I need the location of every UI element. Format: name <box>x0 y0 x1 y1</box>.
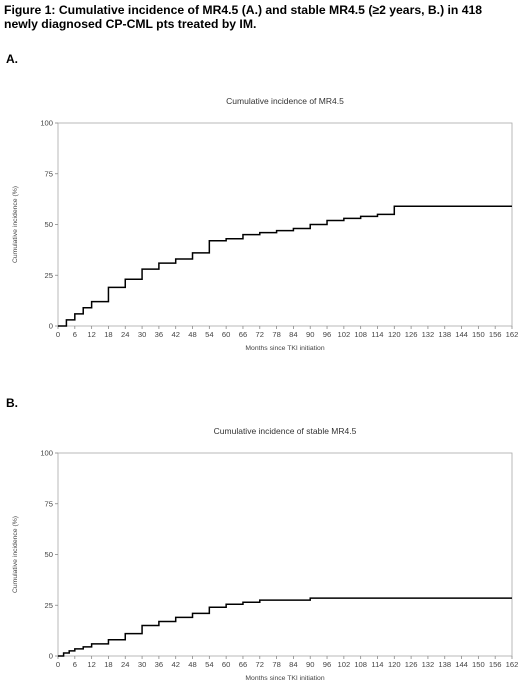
x-tick-label: 12 <box>87 330 95 339</box>
x-tick-label: 144 <box>455 330 468 339</box>
x-tick-label: 6 <box>73 330 77 339</box>
x-tick-label: 84 <box>289 330 297 339</box>
x-tick-label: 120 <box>388 660 401 669</box>
figure-title: Figure 1: Cumulative incidence of MR4.5 … <box>4 3 483 31</box>
y-tick-label: 0 <box>49 322 53 331</box>
x-tick-label: 138 <box>438 330 451 339</box>
x-tick-label: 162 <box>506 660 519 669</box>
x-tick-label: 108 <box>354 330 367 339</box>
x-tick-label: 18 <box>104 330 112 339</box>
x-tick-label: 72 <box>256 660 264 669</box>
x-tick-label: 54 <box>205 660 213 669</box>
x-tick-label: 162 <box>506 330 519 339</box>
x-tick-label: 120 <box>388 330 401 339</box>
x-tick-label: 18 <box>104 660 112 669</box>
x-tick-label: 60 <box>222 660 230 669</box>
chart-title: Cumulative incidence of stable MR4.5 <box>214 426 357 436</box>
x-tick-label: 156 <box>489 660 502 669</box>
x-tick-label: 90 <box>306 660 314 669</box>
y-tick-label: 25 <box>45 601 53 610</box>
x-tick-label: 144 <box>455 660 468 669</box>
x-tick-label: 84 <box>289 660 297 669</box>
x-tick-label: 96 <box>323 330 331 339</box>
y-axis-label: Cumulative incidence (%) <box>12 186 19 263</box>
x-tick-label: 96 <box>323 660 331 669</box>
chart-title: Cumulative incidence of MR4.5 <box>226 96 344 106</box>
x-tick-label: 132 <box>422 330 435 339</box>
x-tick-label: 114 <box>371 330 383 339</box>
plot-frame <box>57 452 513 657</box>
incidence-step-line <box>58 597 512 657</box>
x-tick-label: 24 <box>121 330 129 339</box>
x-tick-label: 30 <box>138 330 146 339</box>
chart-a: Cumulative incidence of MR4.5 0 25 50 75 100 0… <box>12 96 519 352</box>
x-tick-label: 138 <box>438 660 451 669</box>
x-tick-label: 12 <box>87 660 95 669</box>
x-tick-label: 48 <box>188 330 196 339</box>
y-tick-label: 0 <box>49 652 53 661</box>
x-tick-label: 48 <box>188 660 196 669</box>
y-tick-label: 75 <box>45 169 53 178</box>
x-tick-label: 66 <box>239 330 247 339</box>
y-tick-label: 75 <box>45 499 53 508</box>
x-tick-label: 114 <box>371 660 383 669</box>
x-tick-label: 42 <box>171 660 179 669</box>
x-tick-label: 6 <box>73 660 77 669</box>
x-tick-label: 126 <box>405 330 418 339</box>
x-tick-label: 156 <box>489 330 502 339</box>
x-tick-label: 36 <box>155 330 163 339</box>
y-tick-label: 50 <box>45 220 53 229</box>
x-tick-label: 42 <box>171 330 179 339</box>
x-tick-label: 132 <box>422 660 435 669</box>
x-tick-label: 78 <box>272 660 280 669</box>
x-tick-label: 30 <box>138 660 146 669</box>
x-tick-label: 90 <box>306 330 314 339</box>
panel-b-label: B. <box>6 396 18 410</box>
x-tick-label: 102 <box>338 330 351 339</box>
x-tick-label: 66 <box>239 660 247 669</box>
x-tick-label: 0 <box>56 330 60 339</box>
x-tick-label: 78 <box>272 330 280 339</box>
x-tick-label: 150 <box>472 330 485 339</box>
panel-a-label: A. <box>6 52 18 66</box>
y-tick-label: 100 <box>40 449 53 458</box>
y-tick-label: 100 <box>40 119 53 128</box>
x-tick-label: 108 <box>354 660 367 669</box>
y-axis-label: Cumulative incidence (%) <box>12 516 19 593</box>
x-tick-label: 102 <box>338 660 351 669</box>
x-tick-label: 24 <box>121 660 129 669</box>
x-axis-label: Months since TKI initiation <box>245 345 324 352</box>
y-tick-label: 25 <box>45 271 53 280</box>
y-tick-label: 50 <box>45 550 53 559</box>
plot-frame <box>57 122 513 327</box>
x-tick-label: 36 <box>155 660 163 669</box>
chart-b: Cumulative incidence of stable MR4.5 0 25 5… <box>12 426 519 682</box>
x-tick-label: 60 <box>222 330 230 339</box>
x-tick-label: 72 <box>256 330 264 339</box>
x-tick-label: 54 <box>205 330 213 339</box>
x-tick-label: 150 <box>472 660 485 669</box>
incidence-step-line <box>58 205 512 327</box>
x-tick-label: 126 <box>405 660 418 669</box>
x-tick-label: 0 <box>56 660 60 669</box>
x-axis-label: Months since TKI initiation <box>245 675 324 682</box>
